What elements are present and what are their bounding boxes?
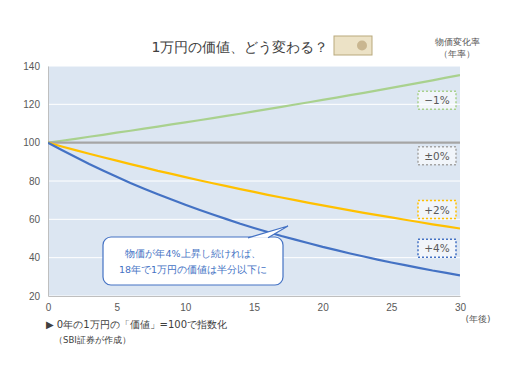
y-axis-line xyxy=(48,67,49,297)
title: 1万円の価値、どう変わる？ xyxy=(152,39,329,55)
legend-label: +2% xyxy=(424,204,449,216)
x-tick: 10 xyxy=(180,296,192,313)
legend: −1% ±0% +2% +4% xyxy=(418,91,456,257)
x-tick: 25 xyxy=(386,296,398,313)
legend-box xyxy=(418,147,456,165)
grid-line xyxy=(48,181,460,182)
y-tick: 100 xyxy=(23,137,48,148)
y-tick-label: 80 xyxy=(29,176,41,187)
legend-title: 物価変化率 xyxy=(435,37,480,47)
callout-pointer xyxy=(248,226,288,238)
x-tick: 20 xyxy=(318,296,330,313)
legend-box xyxy=(418,91,456,109)
series-line xyxy=(48,142,460,144)
legend-title: （年率） xyxy=(439,49,475,59)
callout-box xyxy=(103,237,283,285)
y-tick-label: 140 xyxy=(23,61,40,72)
banknote-icon xyxy=(334,36,372,55)
banknote xyxy=(334,36,372,55)
x-axis-line xyxy=(49,296,461,297)
x-axis: 0 5 10 15 20 25 30 xyxy=(46,296,467,313)
y-tick: 120 xyxy=(23,99,48,110)
callout: 物価が年4%上昇し続ければ、 18年で1万円の価値は半分以下に xyxy=(103,226,288,285)
x-tick-label: 0 xyxy=(46,302,52,313)
y-tick: 20 xyxy=(29,291,48,302)
y-tick-label: 120 xyxy=(23,99,40,110)
y-tick-label: 40 xyxy=(29,252,41,263)
y-tick-label: 20 xyxy=(29,291,41,302)
banknote-portrait xyxy=(357,41,367,51)
grid-line xyxy=(48,66,460,67)
footnote: ▶ 0年の1万円の「価値」=100で指数化 xyxy=(46,319,227,330)
x-axis-title: (年後) xyxy=(465,314,490,324)
y-tick: 140 xyxy=(23,61,48,72)
x-tick-label: 25 xyxy=(386,302,398,313)
annotation: 18年で1万円の価値は半分以下に xyxy=(119,264,267,275)
x-tick-label: 15 xyxy=(249,302,261,313)
x-tick: 15 xyxy=(249,296,261,313)
x-tick: 0 xyxy=(46,296,52,313)
legend-label: ±0% xyxy=(424,150,449,162)
x-tick-label: 5 xyxy=(114,302,120,313)
y-tick-label: 60 xyxy=(29,214,41,225)
grid-line xyxy=(48,296,460,297)
x-tick-label: 10 xyxy=(180,302,192,313)
legend-label: −1% xyxy=(424,94,449,106)
grid-line xyxy=(48,104,460,105)
y-tick: 40 xyxy=(29,252,48,263)
y-tick: 80 xyxy=(29,176,48,187)
series-line xyxy=(48,75,460,142)
legend-box xyxy=(418,201,456,219)
x-tick: 30 xyxy=(455,296,467,313)
x-tick-label: 30 xyxy=(455,302,467,313)
x-tick: 5 xyxy=(114,296,120,313)
y-axis: 20 40 60 80 100 120 140 xyxy=(23,61,48,302)
plot-background xyxy=(48,66,460,296)
y-tick-label: 100 xyxy=(23,137,40,148)
grid-line xyxy=(48,142,460,143)
legend-label: +4% xyxy=(424,242,449,254)
footnote: （SBI証券が作成） xyxy=(54,335,131,345)
chart: 20 40 60 80 100 120 140 0 5 10 15 20 25 30 −1% ±0% +2% +4… xyxy=(0,0,509,367)
series-line xyxy=(48,143,460,229)
annotation: 物価が年4%上昇し続ければ、 xyxy=(125,248,260,259)
legend-box xyxy=(418,239,456,257)
x-tick-label: 20 xyxy=(318,302,330,313)
y-tick: 60 xyxy=(29,214,48,225)
grid xyxy=(48,66,460,296)
